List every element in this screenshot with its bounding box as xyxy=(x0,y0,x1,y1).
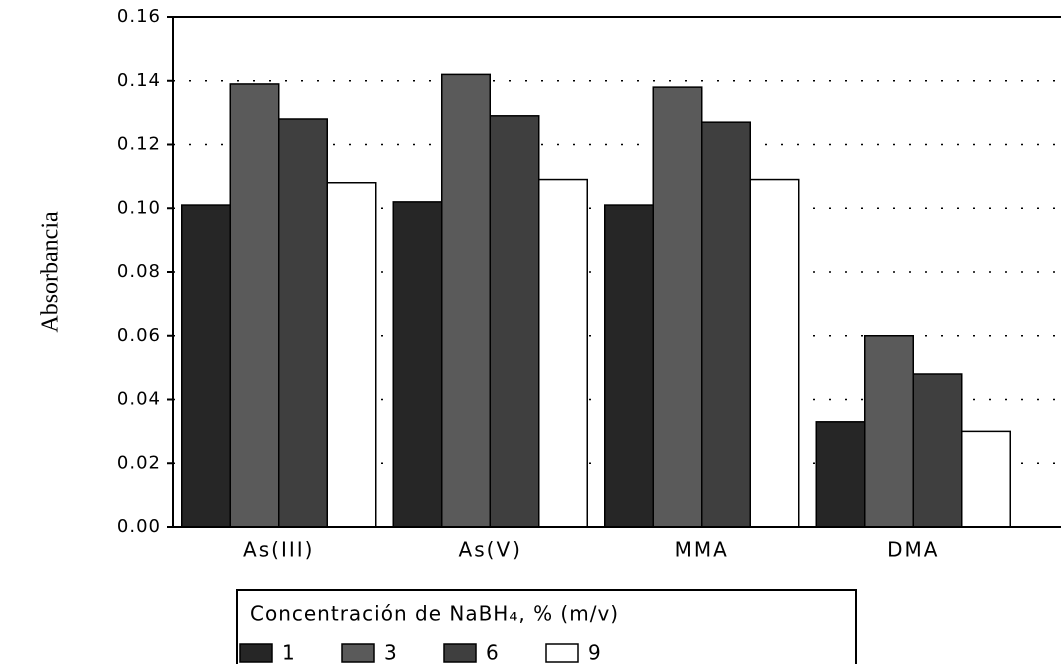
legend-label: 1 xyxy=(282,641,296,664)
y-tick-label: 0.08 xyxy=(117,261,161,282)
x-tick-label: MMA xyxy=(675,538,729,562)
x-tick-label: As(V) xyxy=(459,538,522,562)
y-tick-label: 0.04 xyxy=(117,389,161,410)
y-tick-label: 0.02 xyxy=(117,452,161,473)
legend-label: 3 xyxy=(384,641,398,664)
bar xyxy=(392,201,443,528)
legend-swatch xyxy=(443,643,477,663)
legend-label: 9 xyxy=(588,641,602,664)
legend-swatch xyxy=(545,643,579,663)
bar xyxy=(961,430,1011,528)
y-tick-label: 0.00 xyxy=(117,516,161,537)
bar xyxy=(489,115,540,528)
bar xyxy=(604,204,654,528)
legend-swatch xyxy=(239,643,273,663)
bar xyxy=(326,182,377,528)
y-tick-label: 0.16 xyxy=(117,6,161,27)
y-tick-label: 0.10 xyxy=(117,197,161,218)
bar xyxy=(815,421,866,528)
bar xyxy=(441,73,491,528)
legend-title: Concentración de NaBH₄, % (m/v) xyxy=(250,602,619,626)
bar xyxy=(538,178,588,528)
y-axis-label: Absorbancia xyxy=(38,211,64,333)
x-tick-label: As(III) xyxy=(243,538,314,562)
bar xyxy=(229,83,280,528)
bar xyxy=(278,118,328,528)
bar xyxy=(912,373,963,528)
y-tick-label: 0.06 xyxy=(117,325,161,346)
y-tick-label: 0.12 xyxy=(117,134,161,155)
legend-swatch xyxy=(341,643,375,663)
y-tick-label: 0.14 xyxy=(117,70,161,91)
bar xyxy=(652,86,703,528)
bar xyxy=(701,121,751,528)
legend-label: 6 xyxy=(486,641,500,664)
bar xyxy=(749,178,800,528)
bar xyxy=(864,335,914,528)
bar xyxy=(181,204,231,528)
x-tick-label: DMA xyxy=(887,538,939,562)
